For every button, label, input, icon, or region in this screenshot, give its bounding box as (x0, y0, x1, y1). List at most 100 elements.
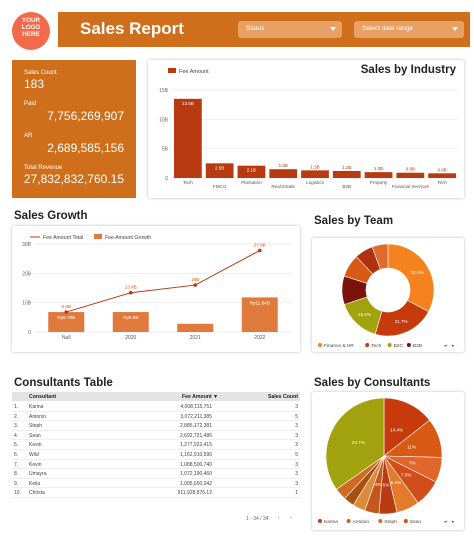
fee-amount: 2,692,721,486 (180, 432, 212, 439)
ar-value: 2,689,585,156 (47, 141, 124, 155)
column-header[interactable]: Sales Count (268, 393, 298, 400)
bar (112, 312, 149, 332)
legend-swatch (94, 234, 102, 239)
table-row[interactable]: 1. Karina 4,008,115,751 3 (12, 402, 300, 412)
slice-label: 4% (375, 482, 382, 487)
logo-line: LOGO (21, 24, 41, 31)
bar (237, 165, 266, 178)
row-index: 7. (14, 461, 19, 468)
sales-count: 5 (295, 452, 298, 458)
bar-label: Rp2.6B (188, 318, 203, 323)
fee-amount: 1,088,500,740 (180, 461, 212, 468)
table-row[interactable]: 10. Christa 911,928,876.12 1 (12, 488, 300, 498)
table-row[interactable]: 9. Keila 1,005,650,042 3 (12, 479, 300, 489)
bar-label: Rp6.78B (57, 315, 75, 320)
table-row[interactable]: 3. Steph 2,885,172,381 3 (12, 421, 300, 431)
logo-line: HERE (22, 31, 40, 38)
bar (205, 163, 234, 178)
legend-dot (318, 343, 322, 347)
industry-chart: Fee Amount 15B 10B 5B 0 13.5B Tech 2.5B FMCG 2.1B… (159, 68, 458, 189)
table-row[interactable]: 5. Kevin 1,277,922,415 2 (12, 440, 300, 450)
table-row[interactable]: 6. Wild 1,162,910,590 5 (12, 450, 300, 460)
pie-slice (325, 397, 385, 490)
legend-dot (318, 519, 322, 523)
fee-amount: 1,005,650,042 (180, 480, 212, 487)
row-index: 3. (14, 423, 19, 430)
data-label: 2.1B (247, 168, 256, 173)
bar (174, 98, 202, 178)
bar (48, 312, 85, 332)
column-header[interactable]: Fee Amount (182, 393, 212, 400)
line-label: 16B (191, 277, 199, 282)
consultant-name: Steph (29, 423, 43, 430)
legend-dot (406, 343, 411, 347)
consultants-title: Sales by Consultants (314, 377, 431, 389)
sort-down-icon[interactable]: ▼ (213, 393, 219, 400)
table-row[interactable]: 4. Sean 2,692,721,486 3 (12, 431, 300, 441)
sales-count: 3 (295, 471, 298, 478)
x-tick-label: 2020 (125, 335, 136, 341)
fee-amount: 911,928,876.12 (177, 490, 212, 497)
row-index: 5. (14, 442, 19, 449)
consultant-name: Kevin (29, 442, 42, 449)
line-point (193, 283, 198, 287)
pagination-label: 1 - 34 / 34 (246, 516, 269, 522)
sales-count: 3 (295, 423, 298, 430)
legend-dot (387, 343, 392, 347)
team-card: 32.8% 21.7% 15.4% Finance & HR Tech B2C B2B ◂ ▸ (312, 238, 464, 352)
x-tick-label: 2021 (190, 335, 201, 341)
row-index: 10. (14, 490, 21, 497)
sales-count: 3 (295, 480, 298, 487)
team-title: Sales by Team (314, 215, 394, 227)
table-row[interactable]: 2. Antonio 3,072,211,385 5 (12, 412, 300, 422)
next-page-icon: ▸ (452, 343, 455, 349)
fee-amount: 3,072,211,385 (180, 413, 212, 420)
slice-label: 6.4% (391, 480, 401, 485)
prev-page-icon: ◂ (444, 519, 447, 525)
column-header[interactable]: Consultant (29, 393, 57, 400)
y-tick-label: 30B (22, 242, 32, 248)
logo-line: YOUR (21, 17, 41, 24)
line-point (128, 290, 133, 295)
consultant-name: Christa (29, 490, 45, 497)
total-revenue-value: 27,832,832,760.15 (23, 172, 124, 186)
legend-label: Sean (410, 519, 422, 525)
consultant-name: Karina (29, 404, 44, 410)
pie-slice (387, 243, 435, 313)
legend-dot (378, 519, 383, 523)
consultant-name: Kevin (29, 461, 42, 468)
consultant-name: Antonio (29, 413, 46, 420)
table-row[interactable]: 7. Kevin 1,088,500,740 3 (12, 460, 300, 470)
pie-slice (371, 243, 389, 270)
prev-page-icon[interactable]: ‹ (278, 515, 280, 521)
x-tick-label: 2022 (254, 335, 265, 341)
date-range-dropdown[interactable]: Select date range (354, 21, 464, 38)
data-label: 1.3B (310, 164, 319, 169)
logo: YOUR LOGO HERE (12, 12, 50, 50)
sales-count-value: 183 (24, 77, 45, 91)
paid-label: Paid (24, 101, 37, 107)
slice-label: 15.4% (358, 312, 371, 317)
bar (269, 169, 298, 178)
next-page-icon: ▸ (452, 519, 455, 525)
legend-label: Fee Amount Total (43, 235, 83, 241)
data-label: 2.5B (215, 165, 224, 170)
legend-swatch (168, 68, 176, 73)
sales-count: 3 (295, 404, 298, 410)
x-tick-label: Property (370, 180, 388, 185)
page-title: Sales Report (80, 19, 184, 38)
data-label: 1.5B (279, 163, 288, 168)
slice-label: 11% (407, 444, 416, 449)
slice-label: 5% (383, 482, 390, 487)
status-dropdown[interactable]: Status (238, 21, 342, 38)
fee-amount: 1,072,190,460 (180, 471, 212, 478)
data-label: 0.9B (406, 167, 415, 172)
y-tick-label: 10B (159, 117, 169, 123)
row-index: 6. (14, 452, 19, 458)
legend-label: Karina (324, 519, 338, 525)
sales-count: 3 (295, 461, 298, 468)
bar (241, 297, 278, 332)
series-line (66, 250, 260, 313)
table-row[interactable]: 8. Umayra 1,072,190,460 3 (12, 469, 300, 479)
next-page-icon[interactable]: › (290, 515, 292, 521)
